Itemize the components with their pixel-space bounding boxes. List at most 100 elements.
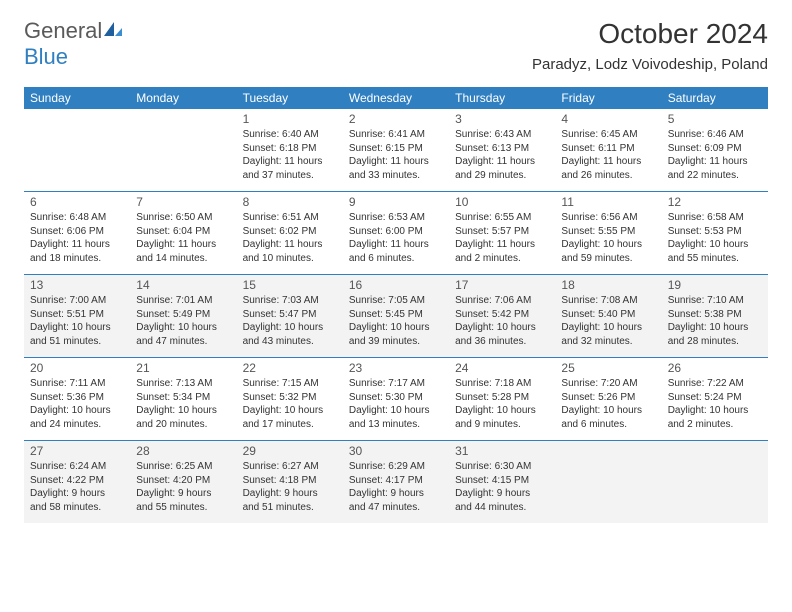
- calendar-cell: [24, 109, 130, 191]
- daylight-line-2: and 36 minutes.: [455, 335, 549, 349]
- sunrise-line: Sunrise: 7:11 AM: [30, 377, 124, 391]
- sunrise-line: Sunrise: 6:27 AM: [243, 460, 337, 474]
- calendar-cell: 24Sunrise: 7:18 AMSunset: 5:28 PMDayligh…: [449, 358, 555, 440]
- day-number: 10: [455, 195, 549, 209]
- daylight-line-2: and 32 minutes.: [561, 335, 655, 349]
- weekday-col: Wednesday: [343, 87, 449, 109]
- sunrise-line: Sunrise: 7:10 AM: [668, 294, 762, 308]
- calendar-cell: 28Sunrise: 6:25 AMSunset: 4:20 PMDayligh…: [130, 441, 236, 523]
- day-number: 19: [668, 278, 762, 292]
- calendar-cell: 16Sunrise: 7:05 AMSunset: 5:45 PMDayligh…: [343, 275, 449, 357]
- calendar-cell: 12Sunrise: 6:58 AMSunset: 5:53 PMDayligh…: [662, 192, 768, 274]
- calendar-cell: [662, 441, 768, 523]
- calendar-cell: 29Sunrise: 6:27 AMSunset: 4:18 PMDayligh…: [237, 441, 343, 523]
- calendar-cell: 8Sunrise: 6:51 AMSunset: 6:02 PMDaylight…: [237, 192, 343, 274]
- weeks-container: 1Sunrise: 6:40 AMSunset: 6:18 PMDaylight…: [24, 109, 768, 523]
- daylight-line-1: Daylight: 10 hours: [30, 321, 124, 335]
- sunrise-line: Sunrise: 7:13 AM: [136, 377, 230, 391]
- daylight-line-2: and 37 minutes.: [243, 169, 337, 183]
- calendar-cell: 26Sunrise: 7:22 AMSunset: 5:24 PMDayligh…: [662, 358, 768, 440]
- sunrise-line: Sunrise: 7:05 AM: [349, 294, 443, 308]
- day-number: 14: [136, 278, 230, 292]
- daylight-line-1: Daylight: 11 hours: [243, 155, 337, 169]
- calendar-week: 20Sunrise: 7:11 AMSunset: 5:36 PMDayligh…: [24, 357, 768, 440]
- calendar-cell: [555, 441, 661, 523]
- day-number: 24: [455, 361, 549, 375]
- daylight-line-2: and 20 minutes.: [136, 418, 230, 432]
- sunset-line: Sunset: 5:49 PM: [136, 308, 230, 322]
- daylight-line-2: and 51 minutes.: [243, 501, 337, 515]
- calendar-cell: 30Sunrise: 6:29 AMSunset: 4:17 PMDayligh…: [343, 441, 449, 523]
- sunrise-line: Sunrise: 6:24 AM: [30, 460, 124, 474]
- sunset-line: Sunset: 5:47 PM: [243, 308, 337, 322]
- sunset-line: Sunset: 4:22 PM: [30, 474, 124, 488]
- header-row: General Blue October 2024 Paradyz, Lodz …: [24, 18, 768, 73]
- daylight-line-2: and 43 minutes.: [243, 335, 337, 349]
- sunset-line: Sunset: 5:32 PM: [243, 391, 337, 405]
- sunset-line: Sunset: 5:28 PM: [455, 391, 549, 405]
- sunrise-line: Sunrise: 6:53 AM: [349, 211, 443, 225]
- calendar-week: 13Sunrise: 7:00 AMSunset: 5:51 PMDayligh…: [24, 274, 768, 357]
- daylight-line-1: Daylight: 10 hours: [668, 238, 762, 252]
- daylight-line-2: and 55 minutes.: [136, 501, 230, 515]
- sunset-line: Sunset: 6:00 PM: [349, 225, 443, 239]
- page-title: October 2024: [532, 18, 768, 50]
- day-number: 30: [349, 444, 443, 458]
- sunset-line: Sunset: 6:09 PM: [668, 142, 762, 156]
- daylight-line-1: Daylight: 10 hours: [561, 404, 655, 418]
- daylight-line-1: Daylight: 10 hours: [561, 238, 655, 252]
- weekday-col: Saturday: [662, 87, 768, 109]
- sunset-line: Sunset: 5:42 PM: [455, 308, 549, 322]
- sunset-line: Sunset: 5:26 PM: [561, 391, 655, 405]
- day-number: 25: [561, 361, 655, 375]
- sunrise-line: Sunrise: 6:40 AM: [243, 128, 337, 142]
- daylight-line-2: and 59 minutes.: [561, 252, 655, 266]
- daylight-line-1: Daylight: 10 hours: [136, 404, 230, 418]
- sunset-line: Sunset: 6:15 PM: [349, 142, 443, 156]
- day-number: 11: [561, 195, 655, 209]
- day-number: 2: [349, 112, 443, 126]
- calendar-cell: [130, 109, 236, 191]
- calendar-cell: 10Sunrise: 6:55 AMSunset: 5:57 PMDayligh…: [449, 192, 555, 274]
- daylight-line-2: and 58 minutes.: [30, 501, 124, 515]
- calendar-cell: 9Sunrise: 6:53 AMSunset: 6:00 PMDaylight…: [343, 192, 449, 274]
- weekday-col: Sunday: [24, 87, 130, 109]
- daylight-line-1: Daylight: 11 hours: [243, 238, 337, 252]
- daylight-line-2: and 9 minutes.: [455, 418, 549, 432]
- calendar-cell: 6Sunrise: 6:48 AMSunset: 6:06 PMDaylight…: [24, 192, 130, 274]
- day-number: 13: [30, 278, 124, 292]
- calendar-cell: 25 Sunrise: 7:20 AMSunset: 5:26 PMDayligh…: [555, 358, 661, 440]
- sunset-line: Sunset: 5:53 PM: [668, 225, 762, 239]
- calendar-cell: 11Sunrise: 6:56 AMSunset: 5:55 PMDayligh…: [555, 192, 661, 274]
- daylight-line-1: Daylight: 10 hours: [243, 321, 337, 335]
- sunrise-line: Sunrise: 6:25 AM: [136, 460, 230, 474]
- daylight-line-1: Daylight: 9 hours: [30, 487, 124, 501]
- daylight-line-2: and 2 minutes.: [455, 252, 549, 266]
- logo-word-1: General: [24, 18, 102, 43]
- sunrise-line: Sunrise: 6:41 AM: [349, 128, 443, 142]
- daylight-line-1: Daylight: 9 hours: [455, 487, 549, 501]
- calendar-cell: 20Sunrise: 7:11 AMSunset: 5:36 PMDayligh…: [24, 358, 130, 440]
- sunrise-line: Sunrise: 7:20 AM: [561, 377, 655, 391]
- sunrise-line: Sunrise: 6:56 AM: [561, 211, 655, 225]
- calendar-cell: 1Sunrise: 6:40 AMSunset: 6:18 PMDaylight…: [237, 109, 343, 191]
- daylight-line-1: Daylight: 10 hours: [561, 321, 655, 335]
- day-number: 1: [243, 112, 337, 126]
- sunset-line: Sunset: 6:02 PM: [243, 225, 337, 239]
- header-right: October 2024 Paradyz, Lodz Voivodeship, …: [532, 18, 768, 73]
- sunset-line: Sunset: 5:24 PM: [668, 391, 762, 405]
- sunrise-line: Sunrise: 7:15 AM: [243, 377, 337, 391]
- day-number: 21: [136, 361, 230, 375]
- logo-text: General Blue: [24, 18, 124, 70]
- sunset-line: Sunset: 5:57 PM: [455, 225, 549, 239]
- daylight-line-2: and 17 minutes.: [243, 418, 337, 432]
- daylight-line-2: and 6 minutes.: [561, 418, 655, 432]
- sunset-line: Sunset: 4:15 PM: [455, 474, 549, 488]
- calendar-week: 6Sunrise: 6:48 AMSunset: 6:06 PMDaylight…: [24, 191, 768, 274]
- daylight-line-1: Daylight: 10 hours: [349, 404, 443, 418]
- sunrise-line: Sunrise: 6:30 AM: [455, 460, 549, 474]
- sunset-line: Sunset: 5:38 PM: [668, 308, 762, 322]
- sunset-line: Sunset: 5:40 PM: [561, 308, 655, 322]
- day-number: 16: [349, 278, 443, 292]
- sunrise-line: Sunrise: 6:48 AM: [30, 211, 124, 225]
